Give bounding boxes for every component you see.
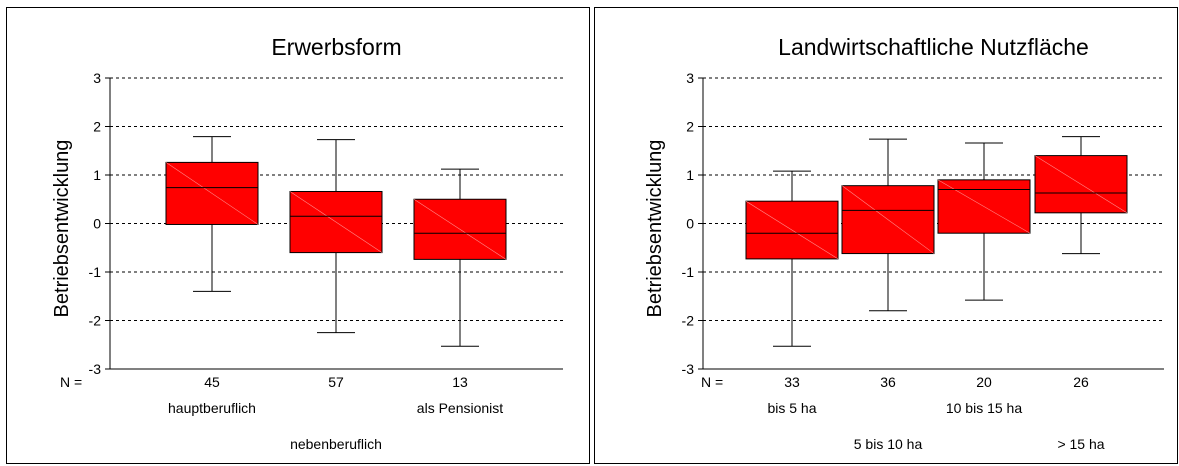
- y-tick-label: 3: [93, 70, 101, 86]
- box-sheen: [289, 191, 383, 253]
- y-tick-label: -1: [682, 264, 695, 280]
- y-tick-label: 2: [93, 119, 101, 135]
- y-tick-label: 2: [686, 119, 694, 135]
- y-axis-label: Betriebsentwicklung: [51, 140, 73, 318]
- category-label: > 15 ha: [1057, 436, 1104, 452]
- box-sheen: [841, 185, 935, 254]
- box-1: [165, 136, 259, 292]
- chart-title: Erwerbsform: [271, 34, 401, 60]
- count-label: 57: [328, 374, 344, 390]
- n-label: N =: [701, 374, 723, 390]
- count-label: 36: [880, 374, 896, 390]
- count-label: 45: [204, 374, 220, 390]
- box-2: [289, 139, 383, 334]
- count-label: 13: [452, 374, 468, 390]
- count-label: 33: [784, 374, 800, 390]
- box-3: [937, 142, 1031, 301]
- category-label: hauptberuflich: [168, 400, 256, 416]
- box-sheen: [165, 162, 259, 225]
- y-tick-label: -3: [89, 361, 102, 377]
- chart-title: Landwirtschaftliche Nutzfläche: [778, 34, 1089, 60]
- category-label: nebenberuflich: [290, 436, 382, 452]
- box-1: [745, 170, 839, 347]
- box-4: [1034, 136, 1128, 255]
- y-tick-label: -2: [89, 313, 102, 329]
- count-label: 20: [976, 374, 992, 390]
- y-axis-label: Betriebsentwicklung: [644, 140, 666, 318]
- y-tick-label: -2: [682, 313, 695, 329]
- box-sheen: [745, 200, 839, 260]
- box-sheen: [413, 198, 507, 260]
- count-label: 26: [1073, 374, 1089, 390]
- y-tick-label: 1: [93, 167, 101, 183]
- box-2: [841, 138, 935, 312]
- chart-panel-2: Landwirtschaftliche Nutzfläche 3 2 1 0 -1 -2 -3…: [594, 7, 1178, 464]
- box-sheen: [937, 179, 1031, 234]
- category-label: 10 bis 15 ha: [946, 400, 1022, 416]
- y-tick-label: 1: [686, 167, 694, 183]
- category-label: bis 5 ha: [767, 400, 816, 416]
- y-tick-label: 0: [93, 216, 101, 232]
- y-tick-label: 0: [686, 216, 694, 232]
- y-tick-label: -3: [682, 361, 695, 377]
- y-tick-label: 3: [686, 70, 694, 86]
- category-label: als Pensionist: [417, 400, 503, 416]
- n-label: N =: [60, 374, 82, 390]
- y-tick-label: -1: [89, 264, 102, 280]
- category-label: 5 bis 10 ha: [854, 436, 923, 452]
- box-sheen: [1034, 155, 1128, 214]
- box-3: [413, 168, 507, 347]
- chart-panel-1: Erwerbsform 3 2 1 0 -1 -2 -3 Betriebsentwicklung…: [6, 7, 590, 464]
